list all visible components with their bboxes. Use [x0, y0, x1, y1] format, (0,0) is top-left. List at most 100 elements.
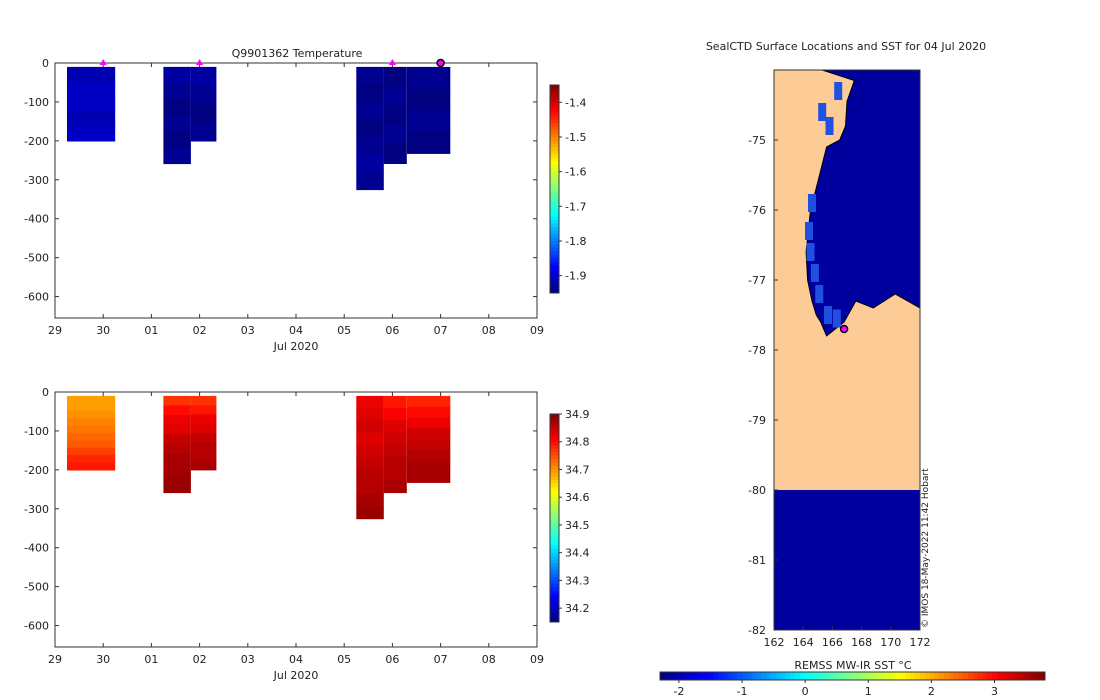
- salinity-profile-cell: [190, 423, 217, 434]
- sst-colorbar-segment: [1011, 672, 1017, 680]
- salinity-profile-cell: [406, 471, 451, 483]
- salinity-colorbar-segment: [550, 576, 559, 581]
- sst-colorbar-segment: [712, 672, 719, 680]
- salinity-colorbar-segment: [550, 497, 559, 502]
- temperature-colorbar-segment: [550, 244, 559, 249]
- sst-colorbar-segment: [823, 672, 829, 680]
- temperature-profile-cell: [406, 131, 451, 154]
- sst-colorbar-segment: [939, 672, 945, 680]
- sst-colorbar-segment: [895, 672, 902, 680]
- map-xtick-label: 162: [764, 636, 785, 649]
- salinity-colorbar-segment: [550, 563, 559, 568]
- salinity-colorbar-segment: [550, 549, 559, 554]
- temperature-colorbar-segment: [550, 130, 559, 135]
- salinity-profile-cell: [67, 410, 116, 419]
- salinity-profile-cell: [383, 420, 407, 433]
- salinity-profile-cell: [190, 395, 217, 406]
- salinity-profile-cell: [406, 417, 451, 429]
- salinity-profile-cell: [406, 439, 451, 451]
- salinity-profile-cell: [190, 405, 217, 415]
- salinity-colorbar-segment: [550, 604, 559, 609]
- temperature-ytick-label: 0: [42, 57, 49, 70]
- sst-colorbar-segment: [789, 672, 796, 680]
- salinity-ytick-label: -300: [24, 503, 49, 516]
- salinity-panel: 29 30 01 02 03 04 05 06 07 08 09 0 -100 -200 -300 -400 -…: [24, 386, 589, 682]
- sst-colorbar-segment: [972, 672, 979, 680]
- sst-colorbar-segment: [799, 672, 805, 680]
- map-ytick-label: -75: [748, 134, 766, 147]
- salinity-profile-cell: [67, 462, 116, 471]
- sst-colorbar-segment: [905, 672, 911, 680]
- sst-colorbar-segment: [722, 672, 728, 680]
- sst-colorbar-segment: [996, 672, 1003, 680]
- temperature-colorbar-segment: [550, 140, 559, 145]
- salinity-profile-cell: [190, 432, 217, 443]
- salinity-profile-cell: [356, 481, 384, 495]
- sst-colorbar-segment: [761, 672, 767, 680]
- salinity-profile-cell: [163, 482, 191, 494]
- temperature-profile-cell: [356, 84, 384, 103]
- temperature-colorbar-segment: [550, 230, 559, 235]
- temperature-colorbar-segment: [550, 164, 559, 169]
- salinity-colorbar-segment: [550, 504, 559, 509]
- map-xtick-label: 164: [793, 636, 814, 649]
- temperature-xtick-label: 30: [96, 324, 110, 337]
- coastal-sst-cell: [815, 285, 824, 303]
- salinity-profile-cell: [406, 449, 451, 462]
- salinity-ytick-label: -400: [24, 542, 49, 555]
- sst-colorbar-segment: [900, 672, 906, 680]
- salinity-profile-cell: [356, 506, 384, 520]
- sst-colorbar-segment: [1040, 672, 1046, 680]
- salinity-colorbar-segment: [550, 566, 559, 571]
- map-ytick-label: -82: [748, 624, 766, 637]
- temperature-colorbar-segment: [550, 275, 559, 280]
- map-credit: © IMOS 18-May-2022 11:42 Hobart: [921, 468, 931, 628]
- sst-colorbar-segment: [919, 672, 926, 680]
- salinity-profile-cell: [163, 424, 191, 436]
- salinity-colorbar-segment: [550, 573, 559, 578]
- salinity-ytick-label: -100: [24, 425, 49, 438]
- salinity-colorbar-segment: [550, 459, 559, 464]
- sst-colorbar-segment: [953, 672, 959, 680]
- salinity-colorbar-tick-label: 34.3: [565, 574, 590, 587]
- salinity-profile-cell: [356, 457, 384, 471]
- temperature-colorbar-segment: [550, 175, 559, 180]
- salinity-colorbar-segment: [550, 524, 559, 529]
- temperature-colorbar-segment: [550, 133, 559, 138]
- salinity-xtick-label: 30: [96, 653, 110, 666]
- temperature-profile-cell: [67, 66, 116, 83]
- temperature-colorbar-frame: [549, 84, 560, 294]
- temperature-colorbar-segment: [550, 286, 559, 291]
- sst-colorbar-label: REMSS MW-IR SST °C: [794, 659, 912, 672]
- sst-colorbar-segment: [775, 672, 781, 680]
- temperature-profile-cell: [190, 85, 217, 105]
- salinity-profile-cell: [163, 453, 191, 465]
- temperature-colorbar-segment: [550, 123, 559, 128]
- sst-colorbar-segment: [871, 672, 878, 680]
- temperature-profile-cell: [383, 86, 407, 107]
- salinity-profile-cell: [383, 444, 407, 457]
- temperature-profile-cell: [67, 96, 116, 112]
- salinity-profile-cell: [383, 395, 407, 409]
- temperature-profile-cell: [163, 147, 191, 165]
- temperature-profile-marker: [99, 59, 107, 65]
- salinity-colorbar-segment: [550, 490, 559, 495]
- salinity-colorbar-tick-label: 34.2: [565, 602, 590, 615]
- temperature-colorbar-segment: [550, 119, 559, 124]
- salinity-colorbar-segment: [550, 479, 559, 484]
- salinity-profile-cell: [356, 432, 384, 446]
- salinity-colorbar-segment: [550, 438, 559, 443]
- temperature-colorbar-segment: [550, 109, 559, 114]
- salinity-colorbar-segment: [550, 552, 559, 557]
- temperature-colorbar-segment: [550, 202, 559, 207]
- salinity-colorbar-segment: [550, 542, 559, 547]
- salinity-xlabel: Jul 2020: [273, 669, 319, 682]
- sst-colorbar-segment: [838, 672, 844, 680]
- sst-colorbar-segment: [751, 672, 757, 680]
- salinity-profile-cell: [67, 418, 116, 427]
- salinity-colorbar-segment: [550, 500, 559, 505]
- salinity-profile-cell: [383, 432, 407, 445]
- temperature-colorbar-tick-label: -1.9: [565, 270, 586, 283]
- sst-colorbar-segment: [929, 672, 935, 680]
- sst-colorbar-segment: [1025, 672, 1032, 680]
